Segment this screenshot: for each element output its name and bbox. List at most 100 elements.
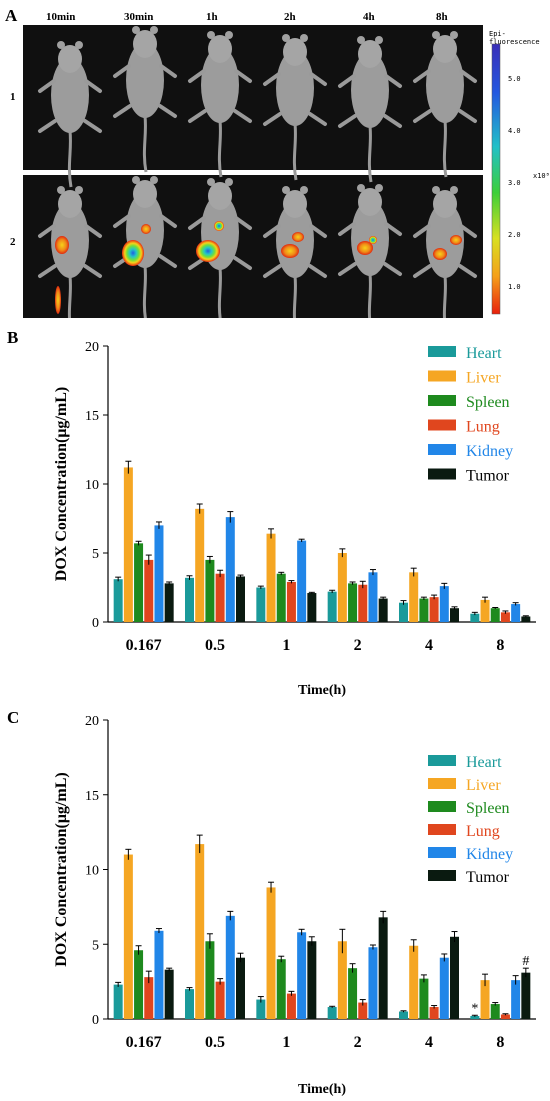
y-tick-label: 5 bbox=[92, 938, 99, 953]
bar-kidney-0.5 bbox=[225, 517, 235, 622]
legend-swatch-spleen bbox=[428, 801, 456, 812]
imaging-row-1 bbox=[23, 25, 483, 170]
bar-spleen-1 bbox=[276, 573, 286, 622]
bar-heart-1 bbox=[256, 999, 266, 1019]
bar-lung-0.5 bbox=[215, 573, 225, 622]
x-tick-label: 4 bbox=[425, 1034, 433, 1051]
bar-lung-8 bbox=[500, 1014, 510, 1019]
fluorescence-signal-4-2 bbox=[292, 232, 304, 242]
bar-liver-8 bbox=[480, 599, 490, 622]
bar-liver-0.5 bbox=[195, 508, 205, 622]
legend-swatch-kidney bbox=[428, 444, 456, 455]
bar-tumor-1 bbox=[307, 941, 317, 1019]
bar-liver-2 bbox=[337, 553, 347, 622]
bar-tumor-4 bbox=[450, 608, 459, 622]
time-label-1h: 1h bbox=[206, 11, 218, 23]
legend-swatch-kidney bbox=[428, 847, 456, 858]
bar-kidney-2 bbox=[368, 947, 378, 1019]
significance-marker: # bbox=[522, 954, 529, 969]
bar-tumor-0.5 bbox=[236, 576, 245, 622]
bar-spleen-0.167 bbox=[134, 543, 144, 622]
bar-spleen-4 bbox=[419, 598, 429, 622]
y-tick-label: 20 bbox=[85, 714, 99, 729]
y-tick-label: 5 bbox=[92, 547, 99, 562]
bar-heart-8 bbox=[470, 613, 480, 622]
chart-c: 0 5 10 15 20 0.167 0.5 1 2 4 8 * # Heart Liver Spleen Lu… bbox=[53, 714, 536, 1097]
legend-label-liver: Liver bbox=[466, 777, 501, 794]
legend-swatch-tumor bbox=[428, 870, 456, 881]
fluorescence-signal-5-1 bbox=[357, 241, 373, 255]
panel-c-letter: C bbox=[7, 708, 20, 727]
x-axis-title: Time(h) bbox=[298, 1082, 346, 1097]
bar-liver-0.167 bbox=[123, 467, 133, 622]
fluorescence-signal-4-1 bbox=[281, 244, 299, 258]
legend-swatch-heart bbox=[428, 755, 456, 766]
bar-lung-0.167 bbox=[144, 559, 154, 622]
x-tick-label: 2 bbox=[354, 1034, 362, 1051]
bar-liver-0.167 bbox=[123, 854, 133, 1019]
bar-heart-2 bbox=[327, 591, 337, 622]
bar-kidney-8 bbox=[511, 980, 521, 1019]
legend-swatch-liver bbox=[428, 370, 456, 382]
legend-label-lung: Lung bbox=[466, 823, 500, 840]
fluorescence-signal-3-2 bbox=[214, 221, 224, 231]
bar-liver-0.5 bbox=[195, 844, 205, 1019]
x-tick-label: 1 bbox=[282, 637, 290, 654]
bar-kidney-8 bbox=[511, 604, 521, 622]
colorbar-exponent: x10⁸ bbox=[533, 172, 550, 180]
bar-tumor-8 bbox=[521, 972, 531, 1019]
bar-tumor-8 bbox=[521, 616, 531, 622]
bar-spleen-0.5 bbox=[205, 941, 215, 1019]
fluorescence-signal-1-1 bbox=[55, 236, 69, 254]
y-tick-label: 10 bbox=[85, 478, 99, 493]
legend-swatch-heart bbox=[428, 346, 456, 357]
bar-kidney-0.167 bbox=[154, 525, 164, 622]
bar-kidney-1 bbox=[297, 932, 307, 1019]
fluorescence-signal-2-1 bbox=[122, 240, 144, 266]
bar-heart-1 bbox=[256, 587, 266, 622]
x-tick-label: 0.5 bbox=[205, 637, 225, 654]
bar-spleen-4 bbox=[419, 978, 429, 1019]
fluorescence-signal-3-1 bbox=[196, 240, 220, 262]
legend-label-lung: Lung bbox=[466, 419, 500, 436]
bar-spleen-1 bbox=[276, 959, 286, 1019]
fluorescence-signal-5-2 bbox=[369, 236, 377, 244]
colorbar-tick-2: 2.0 bbox=[508, 231, 521, 239]
y-tick-label: 15 bbox=[85, 789, 99, 804]
legend-label-heart: Heart bbox=[466, 345, 502, 362]
imaging-row-2 bbox=[23, 175, 483, 318]
bar-heart-4 bbox=[399, 602, 408, 622]
imaging-figure bbox=[23, 24, 501, 318]
bar-lung-8 bbox=[500, 612, 510, 622]
bar-tumor-0.167 bbox=[164, 969, 174, 1019]
panel-a: A bbox=[0, 0, 550, 318]
y-axis-title: DOX Concentration(μg/mL) bbox=[53, 387, 70, 581]
bar-heart-4 bbox=[399, 1011, 408, 1019]
panel-b-letter: B bbox=[7, 328, 19, 347]
x-tick-label: 0.167 bbox=[126, 1034, 162, 1051]
legend-label-tumor: Tumor bbox=[466, 468, 510, 485]
legend-label-heart: Heart bbox=[466, 754, 502, 771]
y-tick-label: 20 bbox=[85, 340, 99, 355]
bar-liver-1 bbox=[266, 533, 276, 622]
bar-heart-8 bbox=[470, 1016, 480, 1019]
legend-label-kidney: Kidney bbox=[466, 846, 513, 863]
panel-a-letter: A bbox=[5, 6, 18, 25]
legend-swatch-lung bbox=[428, 419, 456, 431]
colorbar-tick-3: 3.0 bbox=[508, 179, 521, 187]
legend-label-spleen: Spleen bbox=[466, 800, 510, 817]
time-label-8h: 8h bbox=[436, 11, 448, 23]
bar-lung-4 bbox=[429, 597, 439, 622]
legend-label-tumor: Tumor bbox=[466, 869, 510, 886]
significance-marker: * bbox=[471, 1001, 478, 1016]
bar-liver-4 bbox=[409, 945, 419, 1019]
bar-lung-0.5 bbox=[215, 981, 225, 1019]
bar-tumor-1 bbox=[307, 593, 317, 622]
legend-swatch-tumor bbox=[428, 468, 456, 480]
bar-heart-2 bbox=[327, 1007, 337, 1019]
legend-swatch-liver bbox=[428, 778, 456, 789]
bar-spleen-2 bbox=[348, 968, 358, 1019]
bar-kidney-4 bbox=[439, 586, 449, 622]
bar-lung-1 bbox=[286, 581, 296, 622]
colorbar-title: Epi-fluorescence bbox=[489, 30, 540, 46]
